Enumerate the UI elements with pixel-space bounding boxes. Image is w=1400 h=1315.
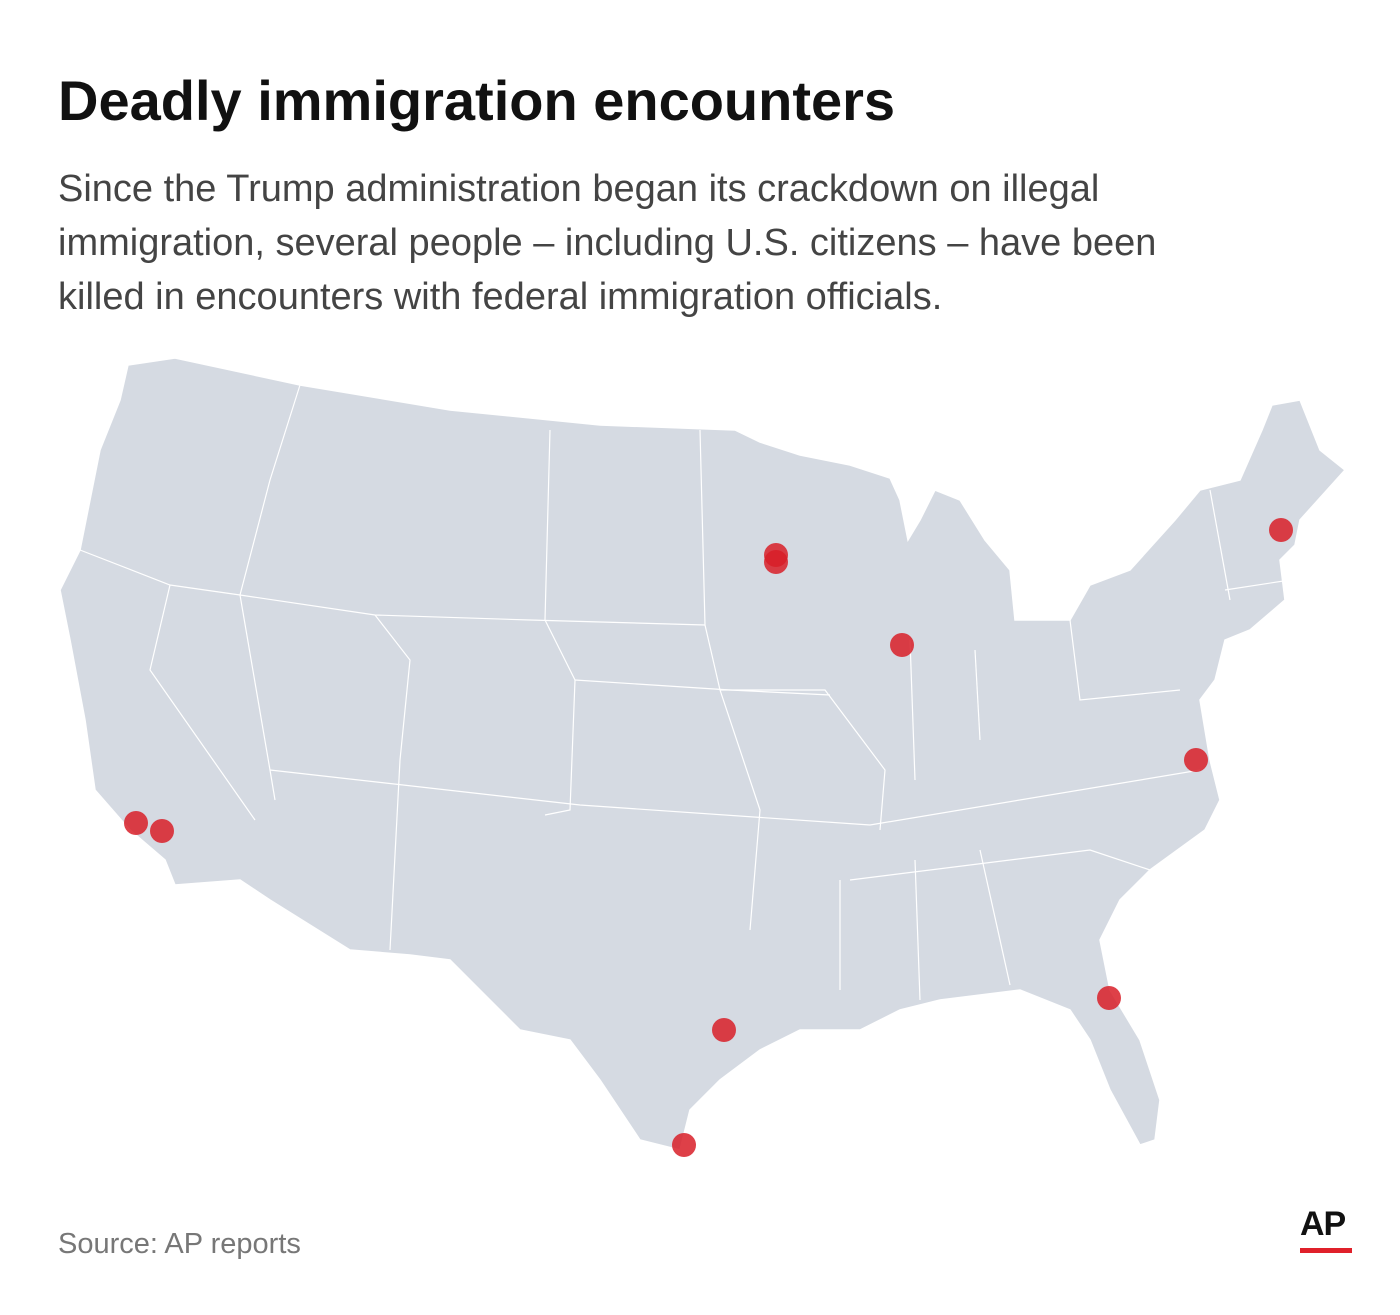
subtitle-line: immigration, several people – including …	[58, 222, 1157, 264]
marker	[1269, 518, 1293, 542]
incident-markers	[124, 518, 1293, 1157]
marker	[712, 1018, 736, 1042]
marker	[764, 550, 788, 574]
source: Source: AP reports	[58, 1228, 301, 1260]
marker	[150, 819, 174, 843]
marker	[1097, 986, 1121, 1010]
marker	[124, 811, 148, 835]
marker	[1184, 748, 1208, 772]
logo-bar	[1300, 1248, 1352, 1253]
title: Deadly immigration encounters	[58, 69, 896, 132]
us-outline	[59, 357, 1347, 1151]
marker	[672, 1133, 696, 1157]
state-lines	[79, 384, 1291, 1001]
marker	[890, 633, 914, 657]
logo: AP	[1300, 1205, 1346, 1243]
subtitle-line: Since the Trump administration began its…	[58, 168, 1100, 210]
subtitle-line: killed in encounters with federal immigr…	[58, 276, 943, 318]
